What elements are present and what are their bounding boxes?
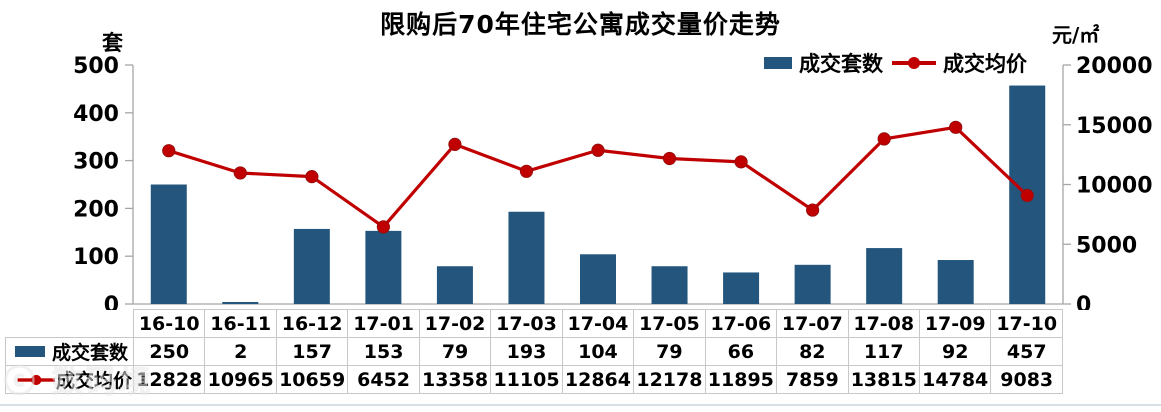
value-cell: 10659: [275, 365, 349, 394]
price-point-17-03: [519, 164, 534, 178]
value-cell: 2: [204, 337, 277, 366]
legend-label-line: 成交均价: [943, 52, 1027, 76]
right-axis-tick-label: 15000: [1076, 114, 1153, 139]
category-cell: 16-11: [204, 309, 277, 338]
category-cell: 17-02: [418, 309, 492, 338]
value-cell: 7859: [776, 365, 849, 394]
value-cell: 153: [347, 337, 420, 366]
bar-17-01: [365, 230, 402, 304]
value-cell: 10965: [204, 365, 277, 394]
value-cell: 6452: [347, 365, 420, 394]
bar-17-08: [866, 248, 903, 304]
bar-17-03: [508, 211, 545, 304]
bottom-divider: [0, 404, 1161, 406]
category-cell: 17-09: [918, 309, 992, 338]
value-cell: 92: [918, 337, 992, 366]
category-cell: 17-01: [347, 309, 420, 338]
category-cell: 17-05: [633, 309, 706, 338]
value-cell: 12178: [633, 365, 706, 394]
category-cell: 17-08: [847, 309, 920, 338]
bar-17-05: [651, 266, 688, 304]
right-axis-tick-label: 20000: [1076, 54, 1153, 79]
left-axis-unit-label: 套: [102, 31, 123, 55]
price-point-17-02: [448, 137, 462, 151]
series-row-header: 成交均价: [5, 365, 134, 394]
line-series-marker-icon: [17, 374, 55, 386]
legend-item-line: 成交均价: [892, 48, 1027, 78]
value-cell: 250: [132, 337, 206, 366]
bar-series-swatch-icon: [15, 346, 45, 357]
value-cell: 13358: [418, 365, 492, 394]
right-axis-tick-label: 5000: [1076, 233, 1137, 258]
right-axis-tick-label: 10000: [1076, 174, 1153, 199]
value-cell: 157: [275, 337, 349, 366]
chart-title: 限购后70年住宅公寓成交量价走势: [380, 10, 781, 39]
value-cell: 12828: [132, 365, 206, 394]
value-cell: 11895: [704, 365, 778, 394]
value-cell: 457: [990, 337, 1063, 366]
category-cell: 17-06: [704, 309, 778, 338]
price-point-16-11: [233, 166, 247, 180]
bar-17-07: [794, 264, 831, 304]
value-cell: 193: [490, 337, 563, 366]
legend-label-bars: 成交套数: [799, 52, 883, 76]
left-axis-tick-label: 300: [73, 150, 119, 175]
category-cell: 17-03: [490, 309, 563, 338]
value-cell: 82: [776, 337, 849, 366]
line-series-marker-icon: [892, 56, 936, 70]
category-cell: 17-10: [990, 309, 1063, 338]
series-row-header: 成交套数: [5, 337, 134, 366]
left-axis-tick-label: 100: [73, 245, 119, 270]
bar-17-04: [580, 254, 616, 304]
price-point-16-12: [305, 170, 319, 184]
bar-16-12: [293, 228, 330, 304]
value-cell: 104: [561, 337, 635, 366]
left-axis-tick-label: 200: [73, 197, 119, 222]
bar-17-09: [937, 260, 974, 304]
price-point-17-09: [949, 120, 963, 134]
value-cell: 12864: [561, 365, 635, 394]
series-row-label: 成交套数: [52, 342, 129, 364]
value-cell: 14784: [918, 365, 992, 394]
left-axis-tick-label: 0: [104, 293, 119, 310]
value-cell: 9083: [990, 365, 1063, 394]
price-point-16-10: [162, 144, 176, 158]
price-point-17-05: [662, 151, 677, 166]
bar-16-10: [150, 184, 187, 304]
price-point-17-06: [734, 155, 748, 169]
legend: 成交套数 成交均价: [764, 48, 1027, 78]
category-cell: 17-07: [776, 309, 849, 338]
left-axis-tick-label: 400: [73, 102, 119, 127]
bar-17-06: [723, 272, 760, 304]
category-cell: 16-12: [275, 309, 349, 338]
price-point-17-10: [1020, 188, 1034, 203]
value-cell: 79: [418, 337, 492, 366]
right-axis-tick-label: 0: [1076, 293, 1091, 310]
price-point-17-08: [877, 132, 891, 146]
category-cell: 16-10: [132, 309, 206, 338]
value-cell: 117: [847, 337, 920, 366]
left-axis-tick-label: 500: [73, 54, 119, 79]
price-line: [168, 125, 1029, 229]
bar-16-11: [222, 302, 259, 304]
table-corner-cell: [5, 309, 134, 338]
value-cell: 66: [704, 337, 778, 366]
data-table: 16-10 16-11 16-12 17-01 17-02 17-03 17-04 17-05…: [5, 309, 1063, 394]
right-axis-unit-label: 元/㎡: [1052, 23, 1100, 47]
price-point-17-01: [376, 220, 390, 234]
price-point-17-04: [591, 143, 605, 157]
series-row-label: 成交均价: [56, 370, 133, 392]
category-cell: 17-04: [561, 309, 635, 338]
bar-17-02: [436, 266, 473, 304]
value-cell: 11105: [490, 365, 563, 394]
price-point-17-07: [806, 203, 820, 217]
bar-series-swatch-icon: [764, 57, 792, 69]
value-cell: 79: [633, 337, 706, 366]
legend-item-bars: 成交套数: [764, 48, 883, 78]
value-cell: 13815: [847, 365, 920, 394]
